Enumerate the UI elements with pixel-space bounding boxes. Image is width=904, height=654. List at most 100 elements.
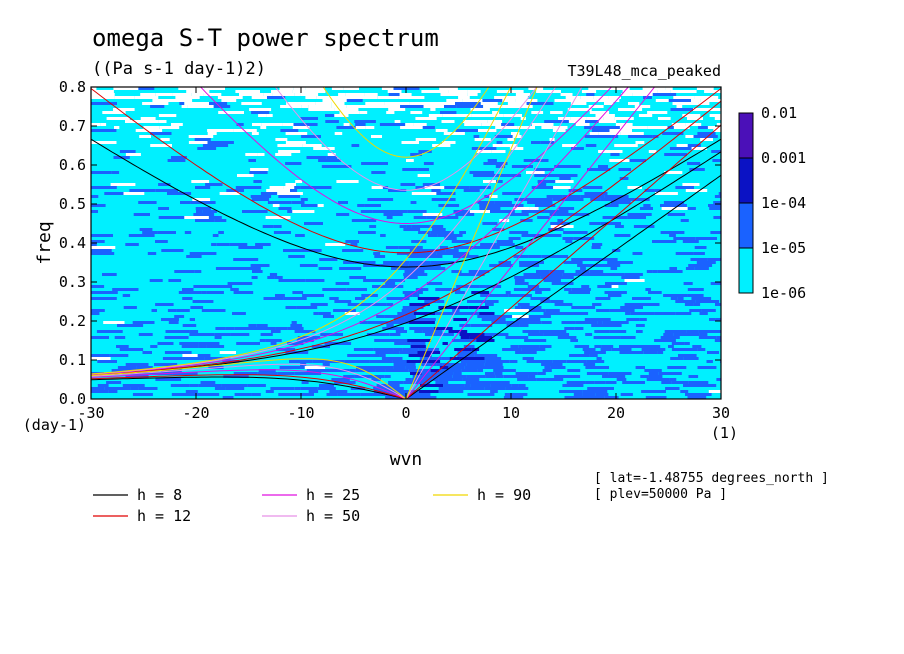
field-cell (648, 372, 659, 375)
field-cell (247, 384, 266, 387)
field-cell (135, 129, 163, 132)
field-cell (431, 330, 443, 333)
field-cell (310, 303, 328, 306)
field-cell (551, 282, 574, 285)
field-cell (372, 285, 398, 288)
field-cell (521, 105, 533, 108)
field-cell (528, 315, 551, 318)
field-cell (155, 189, 178, 192)
field-cell (540, 141, 554, 144)
field-cell (393, 366, 406, 369)
field-cell (295, 234, 305, 237)
field-cell (554, 165, 581, 168)
field-cell (496, 243, 515, 246)
field-cell (614, 117, 625, 120)
field-cell (691, 297, 712, 300)
field-cell (302, 294, 324, 297)
field-cell (709, 207, 721, 210)
field-cell (483, 180, 496, 183)
field-cell (283, 297, 307, 300)
field-cell (207, 141, 234, 144)
field-cell (369, 360, 393, 363)
field-cell (91, 285, 105, 288)
field-cell (544, 366, 551, 369)
field-cell (397, 312, 414, 315)
field-cell (428, 255, 443, 258)
field-cell (673, 333, 700, 336)
field-cell (684, 303, 694, 306)
field-cell (158, 207, 169, 210)
field-cell (516, 318, 541, 321)
field-cell (202, 210, 217, 213)
legend-label: h = 12 (137, 507, 191, 525)
field-cell (417, 174, 430, 177)
field-cell (563, 261, 583, 264)
curve-er1-h90 (91, 358, 407, 399)
field-cell (366, 333, 390, 336)
field-cell (251, 132, 259, 135)
field-cell (305, 96, 317, 99)
field-cell (436, 363, 443, 366)
field-cell (418, 348, 440, 351)
field-cell (125, 243, 139, 246)
field-cell (219, 351, 236, 354)
field-cell (369, 225, 377, 228)
field-cell (665, 387, 680, 390)
field-cell (263, 93, 273, 96)
field-cell (700, 138, 713, 141)
field-cell (502, 348, 522, 351)
field-cell (389, 333, 401, 336)
field-cell (453, 372, 462, 375)
field-cell (299, 393, 314, 396)
field-cell (591, 129, 610, 132)
field-cell (682, 240, 699, 243)
field-cell (477, 315, 497, 318)
field-cell (333, 309, 356, 312)
field-cell (367, 321, 389, 324)
field-cell (596, 309, 610, 312)
field-cell (278, 207, 292, 210)
field-cell (580, 96, 594, 99)
field-cell (155, 303, 174, 306)
field-cell (300, 198, 308, 201)
field-cell (389, 96, 399, 99)
field-cell (114, 336, 126, 339)
field-cell (490, 390, 498, 393)
y-tick-label: 0.4 (59, 234, 86, 252)
field-cell (371, 303, 387, 306)
field-cell (522, 357, 534, 360)
field-cell (467, 393, 495, 396)
field-cell (616, 378, 627, 381)
field-cell (467, 300, 487, 303)
field-cell (380, 234, 386, 237)
field-cell (448, 330, 461, 333)
field-cell (474, 138, 491, 141)
field-cell (217, 96, 243, 99)
colorbar-label: 1e-05 (761, 239, 806, 257)
field-cell (508, 294, 532, 297)
field-cell (662, 132, 684, 135)
field-cell (525, 261, 544, 264)
field-cell (521, 210, 545, 213)
field-cell (594, 345, 602, 348)
field-cell (610, 267, 618, 270)
field-cell (514, 276, 541, 279)
field-cell (266, 114, 273, 117)
field-cell (545, 378, 564, 381)
field-cell (652, 93, 677, 96)
field-cell (554, 375, 581, 378)
field-cell (417, 351, 441, 354)
field-cell (197, 354, 211, 357)
field-cell (614, 144, 638, 147)
field-cell (250, 168, 269, 171)
field-cell (685, 267, 695, 270)
field-cell (561, 321, 576, 324)
field-cell (296, 339, 314, 342)
field-cell (372, 210, 390, 213)
field-cell (664, 330, 687, 333)
field-cell (319, 258, 338, 261)
field-cell (343, 123, 350, 126)
field-cell (652, 135, 659, 138)
field-cell (479, 312, 495, 315)
field-cell (404, 270, 425, 273)
